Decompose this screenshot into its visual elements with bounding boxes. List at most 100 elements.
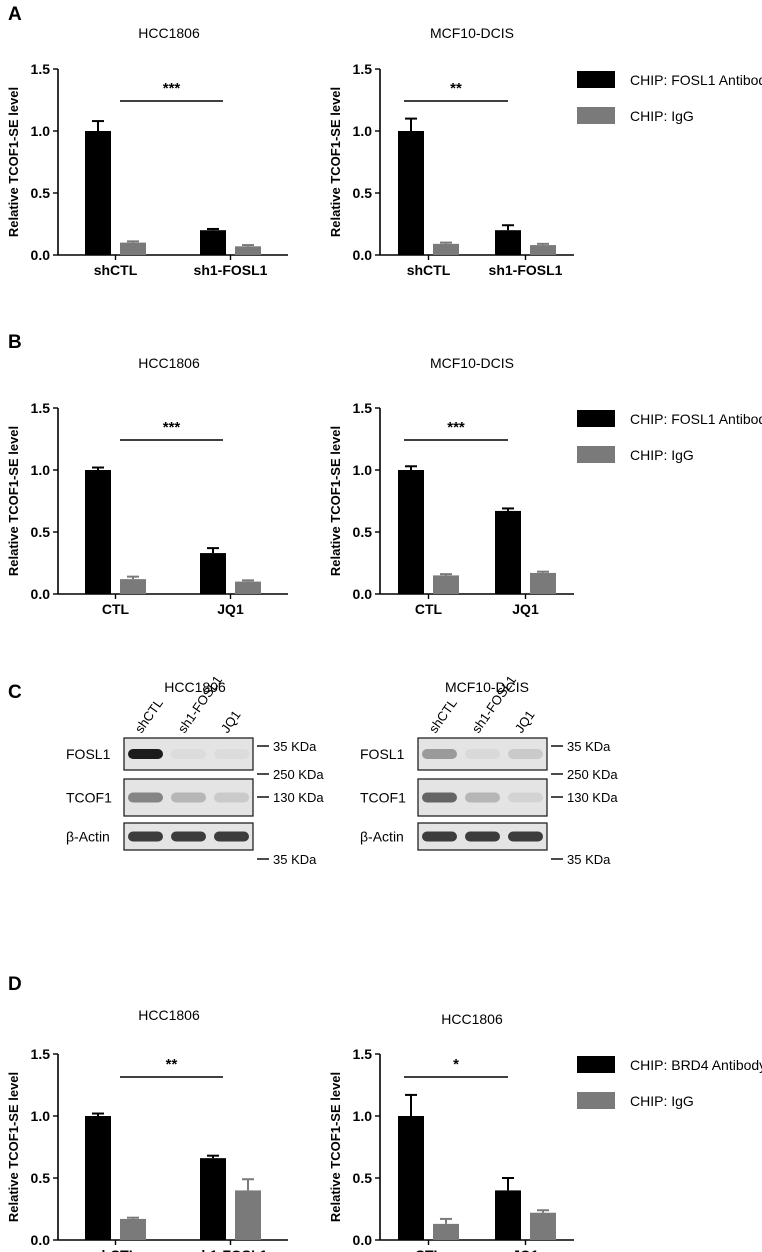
legend-b: CHIP: FOSL1 Antibody CHIP: IgG — [577, 410, 762, 463]
blot-title: HCC1806 — [164, 679, 226, 695]
blot-band — [128, 831, 163, 842]
marker-label: 35 KDa — [273, 852, 317, 867]
bar — [398, 131, 424, 255]
y-tick-label: 0.5 — [31, 524, 51, 540]
x-tick-label: CTL — [415, 1247, 443, 1252]
y-tick-label: 0.5 — [353, 524, 373, 540]
y-tick-label: 1.0 — [31, 123, 51, 139]
blot-band — [508, 831, 543, 842]
blot-row-label: FOSL1 — [360, 746, 405, 762]
y-tick-label: 1.5 — [31, 1046, 51, 1062]
chart-b-left: HCC1806 Relative TCOF1-SE level 0.0 0.5 1.0 1… — [6, 355, 288, 617]
legend-swatch — [577, 446, 615, 463]
bar — [200, 230, 226, 255]
legend-label: CHIP: IgG — [630, 447, 694, 463]
y-tick-label: 0.5 — [31, 1170, 51, 1186]
bar — [235, 1190, 261, 1240]
x-tick-label: JQ1 — [512, 601, 539, 617]
bar — [530, 572, 556, 594]
bar — [200, 1158, 226, 1240]
legend-swatch — [577, 1092, 615, 1109]
significance-stars: ** — [166, 1056, 178, 1073]
x-tick-label: sh1-FOSL1 — [194, 262, 268, 278]
charts-layer: HCC1806 Relative TCOF1-SE level 0.0 0.5 1.0 1… — [6, 25, 574, 1252]
y-tick-label: 1.5 — [353, 61, 373, 77]
y-tick-label: 0.0 — [31, 247, 51, 263]
blot-band — [214, 749, 249, 759]
bar — [530, 245, 556, 255]
blot-band — [128, 792, 163, 803]
blot-band — [171, 749, 206, 759]
y-tick-label: 0.0 — [31, 1232, 51, 1248]
marker-label: 130 KDa — [567, 790, 618, 805]
blot-strip — [123, 778, 254, 817]
bar — [433, 1223, 459, 1240]
y-tick-label: 1.0 — [31, 1108, 51, 1124]
y-tick-label: 1.0 — [353, 1108, 373, 1124]
chart-title: MCF10-DCIS — [430, 25, 514, 41]
y-axis-label: Relative TCOF1-SE level — [328, 1072, 343, 1222]
bar — [530, 1212, 556, 1240]
bar — [433, 575, 459, 594]
blot-band — [465, 831, 500, 842]
legend-label: CHIP: BRD4 Antibody — [630, 1057, 762, 1073]
legend-swatch — [577, 107, 615, 124]
blot-band — [508, 749, 543, 759]
y-tick-label: 0.0 — [353, 247, 373, 263]
chart-d-right: HCC1806 Relative TCOF1-SE level 0.0 0.5 1.0 1… — [328, 1011, 574, 1252]
bar — [120, 579, 146, 594]
marker-label: 35 KDa — [567, 852, 611, 867]
legend-swatch — [577, 410, 615, 427]
chart-b-right: MCF10-DCIS Relative TCOF1-SE level 0.0 0.5 1… — [328, 355, 574, 617]
marker-label: 250 KDa — [567, 767, 618, 782]
blot-row-label: FOSL1 — [66, 746, 111, 762]
bar — [398, 470, 424, 594]
blot-band — [422, 792, 457, 803]
blot-band — [171, 831, 206, 842]
bar — [120, 242, 146, 255]
chart-d-left: HCC1806 Relative TCOF1-SE level 0.0 0.5 1.0 1… — [6, 1007, 288, 1252]
marker-label: 130 KDa — [273, 790, 324, 805]
lane-label: shCTL — [132, 696, 166, 736]
x-tick-label: shCTL — [407, 262, 451, 278]
bar — [495, 1190, 521, 1240]
y-axis-label: Relative TCOF1-SE level — [6, 87, 21, 237]
y-axis-label: Relative TCOF1-SE level — [6, 1072, 21, 1222]
chart-a-left: HCC1806 Relative TCOF1-SE level 0.0 0.5 1.0 1… — [6, 25, 288, 278]
x-tick-label: sh1-FOSL1 — [194, 1247, 268, 1252]
blot-strip — [417, 737, 548, 771]
panel-letter-a: A — [8, 4, 22, 25]
y-axis-label: Relative TCOF1-SE level — [328, 87, 343, 237]
legend-d: CHIP: BRD4 Antibody CHIP: IgG — [577, 1056, 762, 1109]
blot-row-label: β-Actin — [66, 829, 110, 845]
bar — [235, 581, 261, 594]
marker-label: 35 KDa — [567, 739, 611, 754]
bar — [235, 246, 261, 255]
chart-title: HCC1806 — [441, 1011, 503, 1027]
y-tick-label: 1.5 — [353, 1046, 373, 1062]
panel-letter-d: D — [8, 974, 22, 995]
chart-title: MCF10-DCIS — [430, 355, 514, 371]
significance-stars: ** — [450, 80, 462, 97]
bar — [495, 230, 521, 255]
bar — [200, 553, 226, 594]
y-tick-label: 1.5 — [31, 61, 51, 77]
legend-label: CHIP: IgG — [630, 108, 694, 124]
significance-stars: *** — [447, 419, 465, 436]
marker-label: 250 KDa — [273, 767, 324, 782]
chart-title: HCC1806 — [138, 355, 200, 371]
x-tick-label: CTL — [102, 601, 130, 617]
bar — [120, 1218, 146, 1240]
y-tick-label: 0.0 — [353, 586, 373, 602]
blot-band — [465, 749, 500, 759]
panel-letter-b: B — [8, 332, 22, 353]
legend-label: CHIP: IgG — [630, 1093, 694, 1109]
bar — [398, 1116, 424, 1240]
legend-a: CHIP: FOSL1 Antibody CHIP: IgG — [577, 71, 762, 124]
panel-letter-c: C — [8, 682, 22, 703]
lane-label: JQ1 — [218, 708, 244, 736]
chart-title: HCC1806 — [138, 25, 200, 41]
